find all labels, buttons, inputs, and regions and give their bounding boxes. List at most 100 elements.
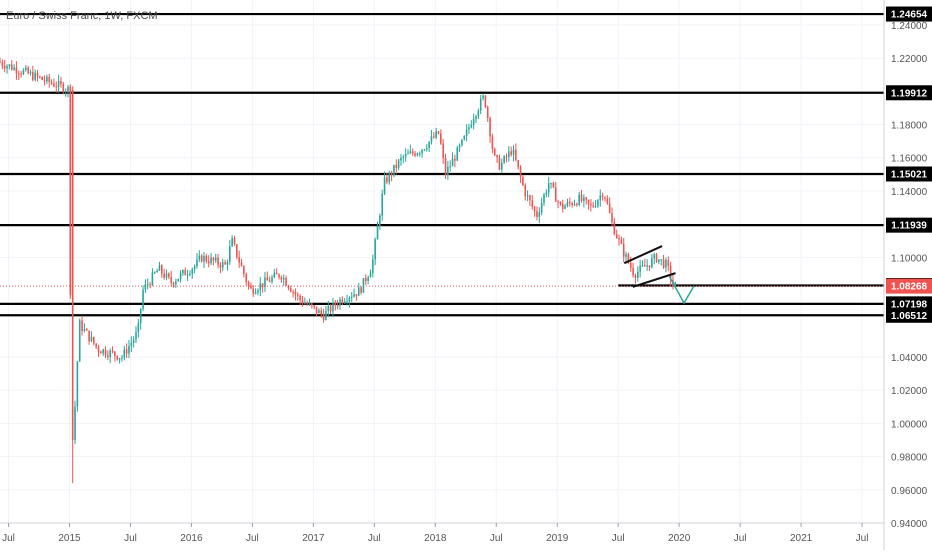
candle-body	[1, 62, 4, 66]
candle-body	[606, 198, 609, 204]
time-tick-label[interactable]: Jul	[734, 533, 747, 544]
candle-body	[228, 246, 231, 262]
candle-body	[653, 254, 656, 259]
candle-body	[543, 194, 545, 204]
candle-body	[407, 153, 409, 155]
candle-body	[329, 306, 332, 312]
time-tick-label[interactable]: Jul	[124, 533, 137, 544]
candle-body	[620, 239, 623, 244]
candle-body	[395, 164, 398, 169]
time-tick-label[interactable]: Jul	[612, 533, 625, 544]
candle-body	[125, 349, 128, 354]
candle-body	[313, 305, 316, 307]
candle-body	[526, 195, 529, 197]
candle-body	[308, 303, 311, 305]
candle-body	[461, 139, 463, 146]
candle-body	[559, 201, 562, 204]
candle-body	[67, 86, 69, 92]
time-tick-label[interactable]: 2021	[790, 533, 813, 544]
price-tick-label: 1.00000	[891, 419, 928, 430]
candle-body	[360, 287, 362, 293]
candle-body	[533, 206, 536, 212]
candle-body	[336, 305, 339, 307]
candle-body	[519, 167, 522, 178]
time-tick-label[interactable]: 2015	[58, 533, 81, 544]
candle-body	[531, 200, 534, 207]
candle-body	[193, 266, 196, 270]
candle-body	[334, 302, 337, 306]
time-tick-label[interactable]: 2017	[302, 533, 325, 544]
candle-body	[123, 349, 126, 358]
price-axis-background[interactable]	[884, 0, 932, 550]
candle-body	[55, 86, 58, 88]
candle-body	[207, 261, 210, 264]
candle-body	[46, 76, 48, 82]
level-price-label-background	[886, 6, 932, 22]
candle-body	[400, 157, 402, 161]
candle-body	[217, 257, 219, 265]
symbol-title[interactable]: Euro / Swiss Franc, 1W, FXCM	[6, 10, 158, 22]
candle-body	[236, 244, 238, 258]
candle-body	[386, 177, 388, 183]
time-tick-label[interactable]: Jul	[856, 533, 869, 544]
candle-body	[397, 160, 400, 169]
time-tick-label[interactable]: 2016	[180, 533, 203, 544]
candle-body	[177, 278, 180, 282]
candle-body	[573, 203, 576, 206]
candle-body	[104, 349, 107, 356]
candle-body	[224, 262, 226, 265]
time-tick-label[interactable]: Jul	[490, 533, 503, 544]
candle-body	[149, 284, 151, 286]
candle-body	[189, 273, 191, 275]
candle-body	[536, 211, 538, 217]
candle-body	[34, 72, 36, 80]
channel-trendline[interactable]	[632, 272, 676, 288]
channel-trendline[interactable]	[623, 245, 663, 265]
candle-body	[254, 292, 257, 294]
candle-body	[547, 183, 550, 193]
projection-arrow[interactable]	[668, 276, 695, 305]
level-price-label-background	[886, 85, 932, 101]
candle-body	[259, 283, 262, 291]
candle-body	[667, 260, 670, 266]
candle-body	[170, 276, 172, 283]
time-tick-label[interactable]: 2020	[668, 533, 691, 544]
time-tick-label[interactable]: Jul	[368, 533, 381, 544]
candle-body	[355, 294, 358, 296]
candle-body	[557, 201, 559, 203]
grid	[0, 0, 884, 524]
level-price-label: 1.07198	[891, 299, 928, 310]
candle-body	[644, 265, 646, 267]
candle-body	[447, 166, 449, 176]
time-tick-label[interactable]: Jul	[246, 533, 259, 544]
candle-body	[597, 200, 599, 206]
time-tick-label[interactable]: 2019	[546, 533, 569, 544]
drawings	[623, 245, 695, 305]
candle-body	[3, 65, 6, 69]
candles	[0, 57, 677, 484]
candle-body	[268, 280, 271, 282]
candle-body	[435, 131, 437, 138]
candle-body	[515, 149, 517, 161]
candle-body	[372, 259, 374, 273]
price-labels: 1.246541.199121.150211.119391.083041.071…	[886, 6, 932, 323]
candle-body	[655, 254, 658, 262]
candle-body	[282, 277, 285, 280]
candle-body	[142, 289, 144, 309]
candle-body	[200, 255, 203, 262]
time-tick-label[interactable]: Jul	[2, 533, 15, 544]
candle-body	[135, 332, 137, 340]
candle-body	[29, 71, 32, 74]
candle-body	[17, 73, 20, 75]
candle-body	[76, 361, 79, 407]
candle-body	[57, 80, 60, 87]
candle-body	[118, 358, 121, 360]
candle-body	[156, 270, 158, 273]
candle-body	[444, 158, 447, 176]
candle-body	[540, 203, 543, 213]
time-tick-label[interactable]: 2018	[424, 533, 447, 544]
candle-body	[287, 285, 290, 289]
candle-body	[432, 136, 435, 138]
